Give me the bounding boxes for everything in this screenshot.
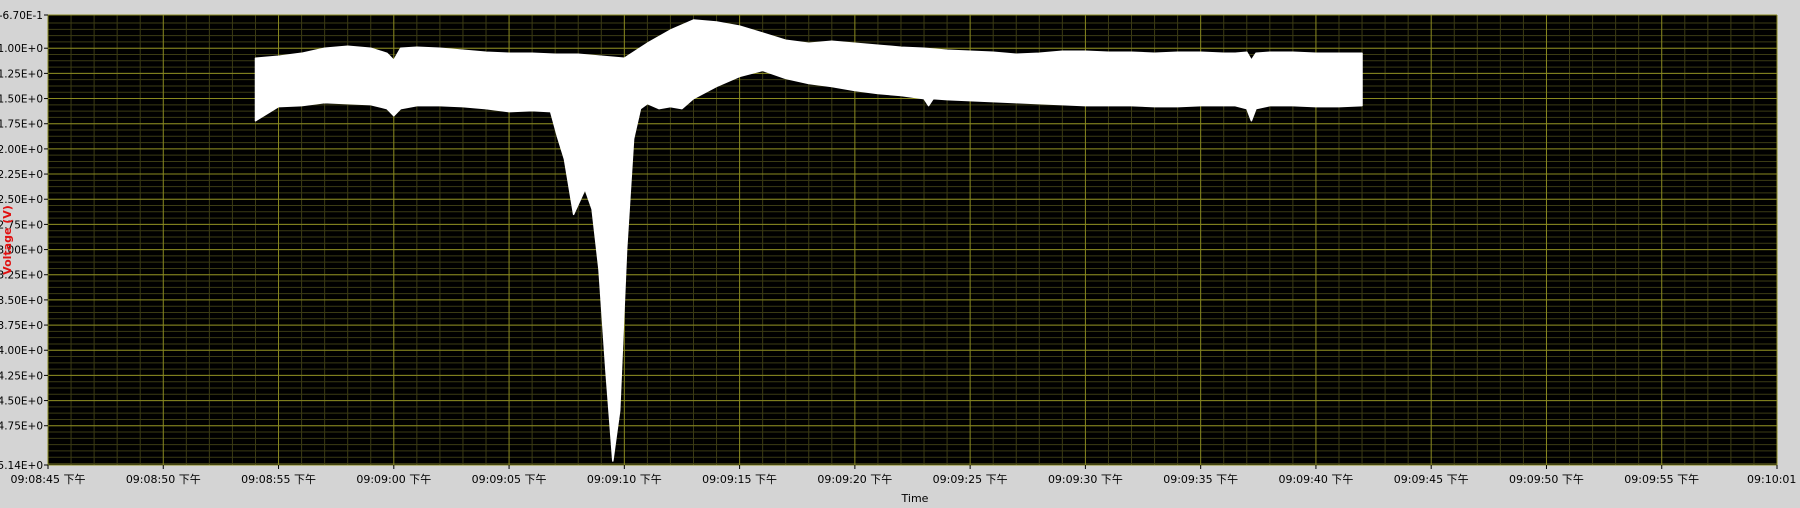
voltage-trace xyxy=(254,19,1363,462)
y-tick-label: -3.25E+0 xyxy=(0,270,43,282)
x-tick-label: 09:09:00 下午 xyxy=(356,473,431,486)
y-tick-label: -3.50E+0 xyxy=(0,295,43,307)
y-tick-label: -4.75E+0 xyxy=(0,421,43,433)
y-tick-label: -4.00E+0 xyxy=(0,345,43,357)
y-tick-label: -2.25E+0 xyxy=(0,169,43,181)
x-tick-label: 09:08:45 下午 xyxy=(11,473,86,486)
x-tick-label: 09:09:10 下午 xyxy=(587,473,662,486)
y-tick-label: -1.25E+0 xyxy=(0,68,43,80)
x-axis-label: Time xyxy=(901,492,929,504)
x-tick-label: 09:09:55 下午 xyxy=(1624,473,1699,486)
y-axis-label: Voltage (V) xyxy=(1,205,14,275)
x-tick-label: 09:09:30 下午 xyxy=(1048,473,1123,486)
x-tick-label: 09:09:15 下午 xyxy=(702,473,777,486)
y-tick-label: -3.75E+0 xyxy=(0,320,43,332)
y-tick-label: -4.50E+0 xyxy=(0,396,43,408)
y-tick-label: -2.75E+0 xyxy=(0,219,43,231)
x-tick-label: 09:09:45 下午 xyxy=(1394,473,1469,486)
x-tick-label: 09:09:20 下午 xyxy=(817,473,892,486)
x-tick-label: 09:09:35 下午 xyxy=(1163,473,1238,486)
x-tick-label: 09:08:50 下午 xyxy=(126,473,201,486)
y-tick-label: -1.75E+0 xyxy=(0,119,43,131)
y-axis: -6.70E-1 -1.00E+0 -1.25E+0 -1.50E+0 -1.75E+0… xyxy=(0,10,48,472)
y-tick-label: -6.70E-1 xyxy=(0,10,43,22)
y-tick-label: -2.00E+0 xyxy=(0,144,43,156)
y-tick-label: -2.50E+0 xyxy=(0,194,43,206)
x-tick-label: 09:09:40 下午 xyxy=(1278,473,1353,486)
y-tick-label: -1.50E+0 xyxy=(0,94,43,106)
x-axis: 09:08:45 下午 09:08:50 下午 09:08:55 下午 09:09:0… xyxy=(11,465,1800,486)
x-tick-label: 09:09:25 下午 xyxy=(933,473,1008,486)
x-tick-label: 09:09:05 下午 xyxy=(472,473,547,486)
x-tick-label: 09:09:50 下午 xyxy=(1509,473,1584,486)
y-tick-label: -4.25E+0 xyxy=(0,370,43,382)
y-tick-label: -3.00E+0 xyxy=(0,245,43,257)
y-tick-label: -5.14E+0 xyxy=(0,460,43,472)
x-tick-label: 09:10:01 下 xyxy=(1747,473,1800,486)
y-tick-label: -1.00E+0 xyxy=(0,43,43,55)
x-tick-label: 09:08:55 下午 xyxy=(241,473,316,486)
